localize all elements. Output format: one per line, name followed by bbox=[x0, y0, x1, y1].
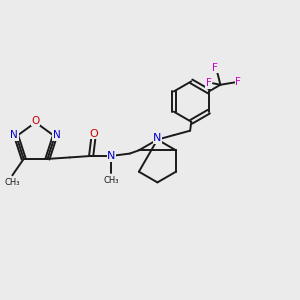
Text: CH₃: CH₃ bbox=[4, 178, 20, 187]
Text: CH₃: CH₃ bbox=[103, 176, 119, 184]
Text: N: N bbox=[11, 130, 18, 140]
Text: N: N bbox=[53, 130, 61, 140]
Text: N: N bbox=[107, 151, 116, 161]
Text: N: N bbox=[153, 133, 162, 143]
Text: O: O bbox=[32, 116, 40, 126]
Text: F: F bbox=[212, 62, 218, 73]
Text: F: F bbox=[206, 78, 212, 88]
Text: F: F bbox=[235, 77, 241, 87]
Text: O: O bbox=[89, 129, 98, 139]
